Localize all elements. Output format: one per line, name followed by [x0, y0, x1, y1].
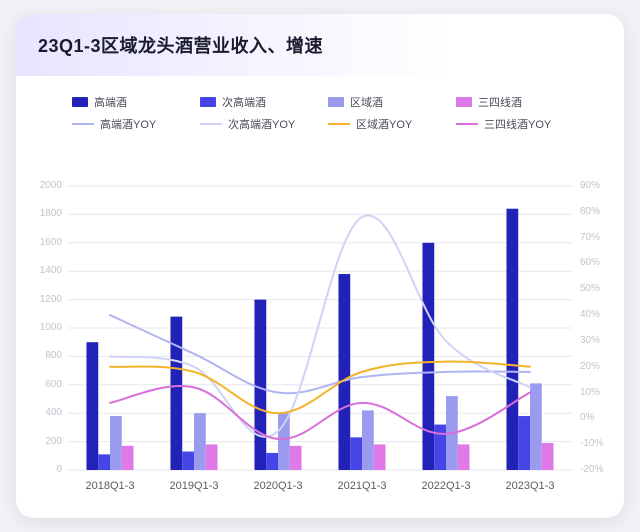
plot-svg — [68, 186, 572, 470]
legend-label: 三四线酒 — [478, 94, 522, 110]
y-left-tick-label: 1600 — [22, 237, 62, 248]
y-left-tick-label: 1400 — [22, 265, 62, 276]
y-right-tick-label: 80% — [580, 206, 620, 217]
legend-label: 次高端酒 — [222, 94, 266, 110]
legend-item-cigaoduanjiu: 次高端酒 — [200, 94, 328, 110]
y-right-tick-label: 50% — [580, 283, 620, 294]
legend-swatch-icon — [328, 97, 344, 107]
card-title: 23Q1-3区域龙头酒营业收入、增速 — [38, 32, 602, 58]
legend-item-sansixianjiu_yoy: 三四线酒YOY — [456, 116, 584, 132]
legend-line-icon — [456, 123, 478, 125]
bar-sansixianjiu — [458, 444, 470, 470]
bar-gaoduanjiu — [506, 209, 518, 470]
legend-swatch-icon — [456, 97, 472, 107]
bar-quyujiu — [530, 383, 542, 470]
legend-swatch-icon — [200, 97, 216, 107]
bar-cigaoduanjiu — [266, 453, 278, 470]
legend-item-quyujiu_yoy: 区域酒YOY — [328, 116, 456, 132]
y-right-tick-label: 90% — [580, 180, 620, 191]
y-left-tick-label: 800 — [22, 350, 62, 361]
bar-cigaoduanjiu — [518, 416, 530, 470]
y-left-tick-label: 200 — [22, 436, 62, 447]
bar-quyujiu — [194, 413, 206, 470]
legend-line-icon — [200, 123, 222, 125]
legend-line-icon — [72, 123, 94, 125]
bar-cigaoduanjiu — [350, 437, 362, 470]
legend-item-quyujiu: 区域酒 — [328, 94, 456, 110]
legend: 高端酒 次高端酒 区域酒 三四线酒高端酒YOY 次高端酒YOY 区域酒YOY 三四线酒YOY — [16, 76, 624, 138]
bar-cigaoduanjiu — [98, 454, 110, 470]
legend-label: 区域酒YOY — [356, 116, 412, 132]
plot-area — [68, 186, 572, 470]
x-tick-label: 2018Q1-3 — [86, 480, 135, 492]
legend-row-lines: 高端酒YOY 次高端酒YOY 区域酒YOY 三四线酒YOY — [72, 116, 584, 132]
y-left-tick-label: 0 — [22, 464, 62, 475]
legend-label: 区域酒 — [350, 94, 383, 110]
bar-gaoduanjiu — [86, 342, 98, 470]
legend-item-sansixianjiu: 三四线酒 — [456, 94, 584, 110]
legend-item-cigaoduanjiu_yoy: 次高端酒YOY — [200, 116, 328, 132]
y-right-tick-label: 20% — [580, 361, 620, 372]
bar-sansixianjiu — [290, 446, 302, 470]
legend-label: 高端酒YOY — [100, 116, 156, 132]
legend-line-icon — [328, 123, 350, 125]
bar-gaoduanjiu — [170, 317, 182, 470]
card-header: 23Q1-3区域龙头酒营业收入、增速 — [16, 14, 624, 76]
bar-gaoduanjiu — [422, 243, 434, 470]
bar-cigaoduanjiu — [182, 452, 194, 470]
legend-item-gaoduanjiu: 高端酒 — [72, 94, 200, 110]
legend-label: 三四线酒YOY — [484, 116, 551, 132]
y-left-tick-label: 1000 — [22, 322, 62, 333]
bar-cigaoduanjiu — [434, 425, 446, 470]
bar-gaoduanjiu — [338, 274, 350, 470]
y-right-tick-label: 60% — [580, 257, 620, 268]
y-right-tick-label: 70% — [580, 232, 620, 243]
bar-quyujiu — [278, 413, 290, 470]
x-tick-label: 2023Q1-3 — [506, 480, 555, 492]
legend-swatch-icon — [72, 97, 88, 107]
y-left-tick-label: 2000 — [22, 180, 62, 191]
bars-group — [86, 209, 553, 470]
y-right-tick-label: 30% — [580, 335, 620, 346]
bar-sansixianjiu — [122, 446, 134, 470]
grid — [68, 186, 572, 470]
bar-quyujiu — [362, 410, 374, 470]
y-left-tick-label: 1800 — [22, 208, 62, 219]
x-tick-label: 2022Q1-3 — [422, 480, 471, 492]
x-tick-label: 2020Q1-3 — [254, 480, 303, 492]
bar-sansixianjiu — [374, 444, 386, 470]
chart-card: 23Q1-3区域龙头酒营业收入、增速 高端酒 次高端酒 区域酒 三四线酒高端酒YOY 次… — [16, 14, 624, 518]
legend-item-gaoduanjiu_yoy: 高端酒YOY — [72, 116, 200, 132]
legend-row-bars: 高端酒 次高端酒 区域酒 三四线酒 — [72, 94, 584, 110]
y-right-tick-label: 0% — [580, 412, 620, 423]
y-left-tick-label: 400 — [22, 407, 62, 418]
x-tick-label: 2019Q1-3 — [170, 480, 219, 492]
bar-sansixianjiu — [542, 443, 554, 470]
y-left-tick-label: 1200 — [22, 294, 62, 305]
legend-label: 次高端酒YOY — [228, 116, 295, 132]
y-left-tick-label: 600 — [22, 379, 62, 390]
y-right-tick-label: -20% — [580, 464, 620, 475]
bar-gaoduanjiu — [254, 300, 266, 470]
bar-quyujiu — [110, 416, 122, 470]
y-right-tick-label: -10% — [580, 438, 620, 449]
x-tick-label: 2021Q1-3 — [338, 480, 387, 492]
y-right-tick-label: 40% — [580, 309, 620, 320]
legend-label: 高端酒 — [94, 94, 127, 110]
bar-sansixianjiu — [206, 444, 218, 470]
y-right-tick-label: 10% — [580, 387, 620, 398]
